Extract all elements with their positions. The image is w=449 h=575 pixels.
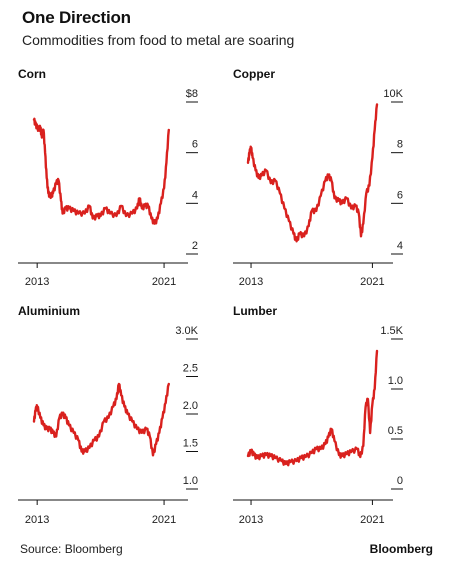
series-line <box>32 117 170 225</box>
y-tick-label: 4 <box>397 240 403 252</box>
y-tick-label: $8 <box>186 88 198 100</box>
panel-title: Corn <box>18 67 46 81</box>
series-line <box>246 103 379 243</box>
y-tick-label: 3.0K <box>175 325 198 337</box>
x-tick-label: 2021 <box>360 276 384 288</box>
chart-title: One Direction <box>22 8 131 27</box>
y-tick-label: 1.0 <box>388 375 403 387</box>
y-tick-label: 2 <box>192 240 198 252</box>
y-tick-label: 10K <box>383 88 403 100</box>
y-tick-label: 6 <box>192 139 198 151</box>
series-line <box>32 382 170 457</box>
brand-logo: Bloomberg <box>369 542 433 556</box>
chart-subtitle: Commodities from food to metal are soari… <box>22 32 295 48</box>
x-tick-label: 2013 <box>239 276 263 288</box>
x-tick-label: 2021 <box>152 514 176 526</box>
y-tick-label: 2.0 <box>183 400 198 412</box>
x-tick-label: 2013 <box>239 514 263 526</box>
x-tick-label: 2013 <box>25 276 49 288</box>
y-tick-label: 1.5 <box>183 438 198 450</box>
y-tick-label: 0 <box>397 475 403 487</box>
x-tick-label: 2013 <box>25 514 49 526</box>
y-tick-label: 0.5 <box>388 425 403 437</box>
series-line <box>246 349 379 467</box>
panel-title: Aluminium <box>18 304 80 318</box>
y-tick-label: 2.5 <box>183 363 198 375</box>
panel-title: Lumber <box>233 304 277 318</box>
y-tick-label: 6 <box>397 189 403 201</box>
y-tick-label: 8 <box>397 139 403 151</box>
x-tick-label: 2021 <box>152 276 176 288</box>
y-tick-label: 1.0 <box>183 475 198 487</box>
source-note: Source: Bloomberg <box>20 542 123 556</box>
panel-title: Copper <box>233 67 275 81</box>
x-tick-label: 2021 <box>360 514 384 526</box>
y-tick-label: 1.5K <box>380 325 403 337</box>
y-tick-label: 4 <box>192 189 198 201</box>
